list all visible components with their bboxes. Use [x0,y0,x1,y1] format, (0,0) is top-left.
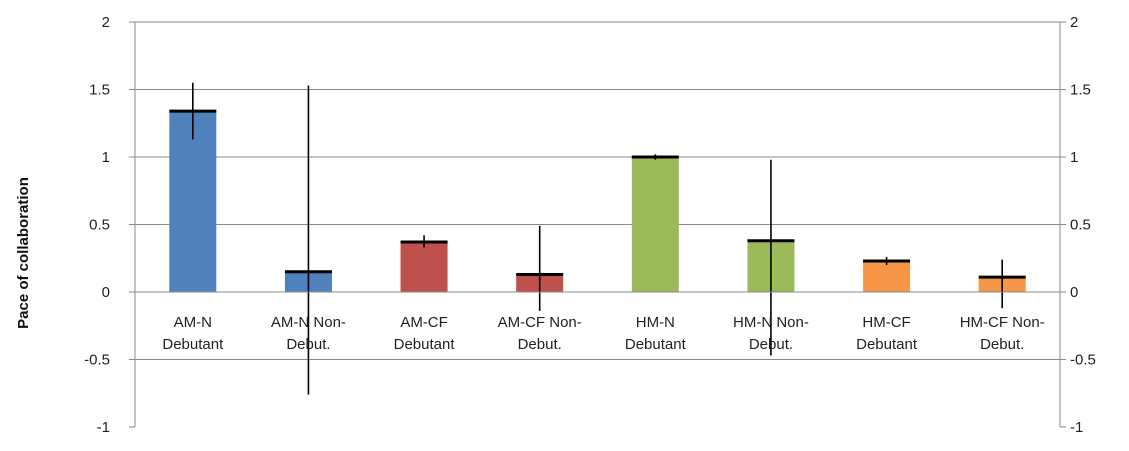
category-label: Debutant [394,336,456,353]
axes [129,21,1066,428]
category-label: AM-N [174,314,212,331]
bars [169,111,1026,292]
category-label: AM-CF Non- [498,314,582,331]
category-label: Debut. [749,336,793,353]
left-tick-label: 1.5 [89,82,110,99]
category-label: Debutant [625,336,687,353]
left-tick-label: 2 [102,14,110,31]
left-tick-label: 1 [102,149,110,166]
category-label: Debutant [856,336,918,353]
category-label: Debut. [286,336,330,353]
category-label: HM-CF [862,314,910,331]
right-tick-label: 2 [1070,14,1078,31]
category-label: AM-CF [400,314,448,331]
left-tick-label: -1 [97,419,110,436]
category-label: Debutant [162,336,224,353]
category-label: HM-CF Non- [960,314,1045,331]
right-tick-label: -0.5 [1070,352,1096,369]
y-axis-label: Pace of collaboration [15,177,32,329]
category-label: HM-N Non- [733,314,809,331]
left-axis-ticks: -1 -0.5 0 0.5 1 1.5 2 [84,14,110,436]
error-bars [169,82,1026,395]
category-label: Debut. [980,336,1024,353]
right-tick-label: 0 [1070,284,1078,301]
bar [400,242,448,292]
right-axis-ticks: -1 -0.5 0 0.5 1 1.5 2 [1070,14,1096,436]
right-tick-label: 1 [1070,149,1078,166]
category-label: Debut. [518,336,562,353]
right-tick-label: 1.5 [1070,82,1091,99]
category-label: HM-N [636,314,675,331]
bar [863,260,911,292]
left-tick-label: -0.5 [84,352,110,369]
bar [169,111,217,292]
gridlines [135,21,1060,360]
left-tick-label: 0 [102,284,110,301]
left-tick-label: 0.5 [89,217,110,234]
bar [631,157,679,292]
right-tick-label: 0.5 [1070,217,1091,234]
category-labels: AM-N Debutant AM-N Non- Debut. AM-CF Debutant… [162,314,1044,353]
right-tick-label: -1 [1070,419,1083,436]
category-label: AM-N Non- [271,314,346,331]
